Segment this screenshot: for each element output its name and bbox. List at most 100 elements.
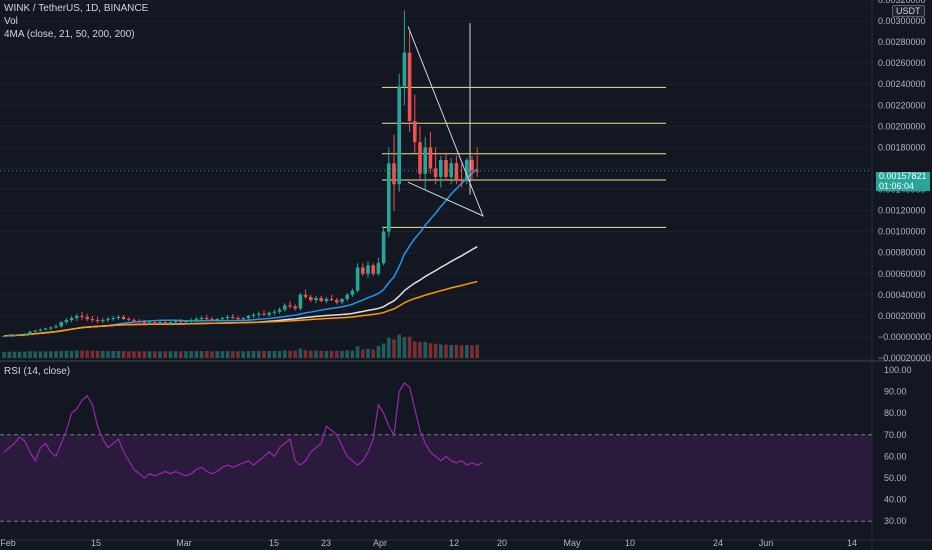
time-tick-label: Jun: [759, 538, 774, 548]
volume-bar: [475, 344, 479, 358]
time-tick-label: 15: [91, 538, 101, 548]
volume-bar: [184, 351, 188, 358]
candle-body: [449, 163, 453, 177]
volume-bar: [293, 350, 297, 358]
candle-body: [90, 319, 95, 321]
time-tick-label: 10: [625, 538, 635, 548]
candle-body: [43, 328, 48, 330]
volume-bar: [236, 351, 240, 358]
candle-body: [137, 321, 141, 323]
rsi-axis: 100.00 90.00 80.00 70.00 60.00 50.00 40.00 30.0…: [884, 365, 912, 526]
candle-body: [220, 317, 225, 320]
volume-bar: [28, 351, 32, 358]
candle-body: [329, 299, 334, 301]
candle-body: [158, 322, 162, 324]
price-tick-label: 0.00100000: [878, 227, 926, 237]
rsi-line: [3, 382, 483, 479]
rsi-band: [0, 434, 872, 522]
volume-bar: [163, 351, 167, 358]
candle-body: [402, 52, 407, 87]
fib-levels: [382, 86, 666, 228]
volume-bar: [75, 350, 79, 358]
volume-bar: [38, 351, 43, 358]
candle-body: [345, 294, 349, 300]
candle-body: [7, 335, 11, 337]
volume-bar: [423, 342, 427, 358]
volume-bar: [199, 351, 204, 358]
rsi-tick-label: 40.00: [884, 495, 907, 505]
time-axis: Feb 15 Mar 15 23 Apr 12 20 May 10 24 Jun 14: [0, 538, 857, 548]
candle-body: [381, 231, 386, 264]
price-tick-label: 0.00260000: [878, 58, 926, 68]
candle-body: [189, 320, 193, 322]
volume-bar: [147, 351, 152, 358]
candle-body: [418, 142, 422, 174]
volume-bar: [116, 351, 121, 358]
volume-bar: [465, 345, 469, 358]
candle-body: [163, 322, 167, 324]
volume-bar: [371, 349, 375, 358]
rsi-series: [0, 382, 872, 522]
volume-bar: [319, 350, 323, 358]
price-tick-label: 0.00180000: [878, 142, 926, 152]
volume-bar: [381, 343, 386, 358]
candle-body: [184, 321, 188, 323]
candle-body: [80, 315, 84, 317]
volume-bar: [59, 350, 63, 358]
volume-bars: [2, 334, 479, 358]
candle-body: [350, 290, 355, 295]
volume-bar: [90, 350, 95, 358]
rsi-tick-label: 90.00: [884, 387, 907, 397]
symbol-legend[interactable]: WINK / TetherUS, 1D, BINANCE: [4, 3, 149, 14]
candle-body: [194, 319, 199, 321]
volume-bar: [168, 351, 173, 358]
candle-body: [314, 297, 318, 301]
volume-bar: [329, 350, 334, 358]
price-tick-label: 0.00060000: [878, 269, 926, 279]
price-tick-label: 0.00120000: [878, 206, 926, 216]
time-tick-label: 23: [321, 538, 331, 548]
time-tick-label: 14: [847, 538, 857, 548]
candle-body: [147, 322, 152, 324]
candle-body: [168, 322, 173, 324]
candle-body: [225, 316, 230, 318]
candle-body: [132, 320, 136, 322]
volume-bar: [392, 339, 396, 358]
candle-body: [33, 330, 37, 332]
current-price-value: 0.00157821: [879, 171, 927, 181]
candle-body: [23, 333, 27, 335]
candle-body: [251, 314, 256, 316]
currency-badge[interactable]: USDT: [892, 5, 925, 17]
rsi-tick-label: 30.00: [884, 516, 907, 526]
candle-body: [215, 319, 219, 321]
countdown-value: 01:06:04: [879, 180, 915, 191]
volume-bar: [298, 348, 303, 358]
volume-bar: [283, 350, 287, 358]
rsi-tick-label: 80.00: [884, 408, 907, 418]
candle-body: [49, 327, 53, 329]
candle-body: [465, 160, 469, 182]
volume-bar: [2, 351, 6, 358]
volume-bar: [277, 350, 282, 358]
candle-body: [257, 313, 261, 315]
volume-bar: [340, 350, 344, 358]
candle-body: [236, 317, 240, 320]
price-tick-label: −0.00020000: [878, 353, 931, 363]
price-tick-label: 0.00040000: [878, 290, 926, 300]
candle-body: [179, 321, 183, 323]
candle-body: [392, 163, 396, 185]
vol-legend[interactable]: Vol: [4, 16, 18, 27]
volume-bar: [49, 351, 53, 358]
candle-body: [59, 322, 63, 327]
volume-bar: [231, 351, 235, 358]
volume-bar: [194, 351, 199, 358]
candle-body: [153, 322, 157, 324]
ma-legend[interactable]: 4MA (close, 21, 50, 200, 200): [4, 29, 135, 40]
rsi-tick-label: 100.00: [884, 365, 912, 375]
candle-body: [2, 335, 6, 337]
candle-body: [38, 329, 43, 331]
rsi-legend[interactable]: RSI (14, close): [4, 366, 71, 377]
volume-bar: [142, 351, 147, 358]
volume-bar: [355, 346, 360, 358]
